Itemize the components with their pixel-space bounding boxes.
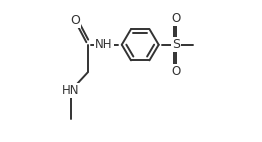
- Text: S: S: [172, 38, 181, 51]
- Text: NH: NH: [95, 38, 113, 51]
- Text: O: O: [172, 64, 181, 78]
- Text: O: O: [70, 14, 80, 27]
- Text: HN: HN: [62, 84, 79, 97]
- Text: O: O: [172, 12, 181, 25]
